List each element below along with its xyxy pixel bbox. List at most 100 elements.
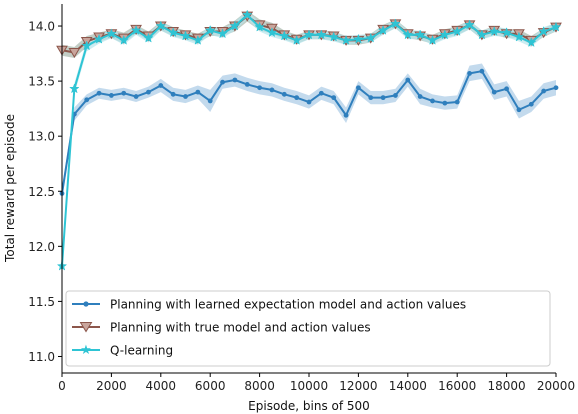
legend-label-q-learning: Q-learning xyxy=(110,344,173,358)
point-q-learning xyxy=(513,31,525,42)
line-learned-model xyxy=(61,70,557,194)
y-tick-label: 13.5 xyxy=(28,75,55,89)
point-q-learning xyxy=(291,34,302,45)
point-q-learning xyxy=(365,32,377,43)
point-learned-model xyxy=(491,89,497,95)
x-tick-label: 6000 xyxy=(195,379,226,393)
point-learned-model xyxy=(281,91,287,97)
point-q-learning xyxy=(439,29,451,40)
point-q-learning xyxy=(316,29,327,40)
point-learned-model xyxy=(356,85,361,91)
point-learned-model xyxy=(528,101,534,107)
point-q-learning xyxy=(204,24,216,35)
y-tick-label: 11.0 xyxy=(28,350,55,364)
point-learned-model xyxy=(170,91,176,97)
point-learned-model xyxy=(442,100,448,106)
point-q-learning xyxy=(476,29,488,40)
point-q-learning xyxy=(279,30,290,41)
x-tick-label: 10000 xyxy=(290,379,328,393)
point-learned-model xyxy=(541,88,547,94)
legend-frame xyxy=(65,290,551,367)
band-learned-model xyxy=(62,63,556,201)
point-learned-model xyxy=(393,93,398,98)
legend-entry-q-learning: ★ Q-learning xyxy=(72,343,173,358)
series-lines xyxy=(56,9,562,271)
point-learned-model xyxy=(220,79,225,85)
legend: Planning with learned expectation model … xyxy=(65,290,551,367)
point-learned-model xyxy=(294,95,300,101)
series-q-learning xyxy=(56,9,562,271)
point-learned-model xyxy=(269,87,275,93)
point-q-learning xyxy=(550,21,562,32)
legend-label-learned-model: Planning with learned expectation model … xyxy=(110,298,466,312)
band-q-learning xyxy=(62,10,556,272)
point-learned-model xyxy=(479,68,485,74)
point-q-learning xyxy=(180,30,191,41)
point-learned-model xyxy=(257,85,262,91)
y-tick-label: 12.5 xyxy=(28,185,55,199)
point-learned-model xyxy=(109,93,114,98)
x-tick-label: 20000 xyxy=(537,379,575,393)
series-learned-model xyxy=(59,68,559,196)
point-q-learning xyxy=(192,34,204,45)
x-tick-label: 2000 xyxy=(96,379,127,393)
point-q-learning xyxy=(414,29,426,40)
line-q-learning xyxy=(61,14,557,267)
point-learned-model xyxy=(121,90,127,96)
legend-entry-learned-model: Planning with learned expectation model … xyxy=(72,298,466,312)
point-learned-model xyxy=(183,94,188,99)
point-q-learning xyxy=(402,29,414,40)
point-q-learning xyxy=(377,24,389,35)
point-learned-model xyxy=(380,95,386,101)
point-q-learning xyxy=(143,32,154,43)
legend-label-true-model: Planning with true model and action valu… xyxy=(110,321,371,335)
point-learned-model xyxy=(516,107,522,113)
x-tick-label: 16000 xyxy=(438,379,476,393)
point-learned-model xyxy=(430,98,435,104)
point-q-learning xyxy=(451,26,463,37)
point-q-learning xyxy=(328,31,339,42)
x-tick-label: 8000 xyxy=(244,379,275,393)
point-q-learning xyxy=(254,21,265,32)
point-q-learning xyxy=(303,29,315,40)
legend-marker-q-learning: ★ xyxy=(80,343,92,358)
point-q-learning xyxy=(427,34,438,45)
axis-ticks: 0 2000 4000 6000 8000 10000 12000 14000 16000 180… xyxy=(28,20,575,393)
point-true-model xyxy=(68,47,81,58)
point-learned-model xyxy=(133,94,139,99)
point-q-learning xyxy=(488,26,500,37)
point-q-learning xyxy=(390,18,401,29)
point-learned-model xyxy=(306,99,312,105)
x-tick-label: 0 xyxy=(58,379,66,393)
point-learned-model xyxy=(343,112,349,118)
y-tick-label: 13.0 xyxy=(28,130,55,144)
y-tick-label: 11.5 xyxy=(28,295,55,309)
point-learned-model xyxy=(195,89,201,95)
point-learned-model xyxy=(158,83,164,88)
point-learned-model xyxy=(405,77,411,83)
y-tick-label: 14.0 xyxy=(28,20,55,34)
point-learned-model xyxy=(207,98,213,104)
x-tick-label: 14000 xyxy=(389,379,427,393)
point-q-learning xyxy=(353,33,364,44)
point-q-learning xyxy=(241,9,253,20)
point-learned-model xyxy=(244,82,250,87)
point-learned-model xyxy=(553,85,559,91)
point-q-learning xyxy=(167,27,179,38)
point-q-learning xyxy=(106,28,117,39)
point-q-learning xyxy=(155,20,167,31)
point-q-learning xyxy=(130,24,142,35)
point-q-learning xyxy=(69,83,80,94)
point-q-learning xyxy=(526,37,537,48)
point-q-learning xyxy=(217,28,228,39)
point-learned-model xyxy=(96,90,102,96)
point-q-learning xyxy=(464,19,475,30)
point-q-learning xyxy=(118,34,130,45)
x-tick-label: 4000 xyxy=(146,379,177,393)
legend-marker-true-model xyxy=(79,322,93,333)
point-learned-model xyxy=(467,70,472,76)
point-learned-model xyxy=(331,95,337,101)
point-q-learning xyxy=(93,33,105,44)
point-learned-model xyxy=(318,90,324,96)
